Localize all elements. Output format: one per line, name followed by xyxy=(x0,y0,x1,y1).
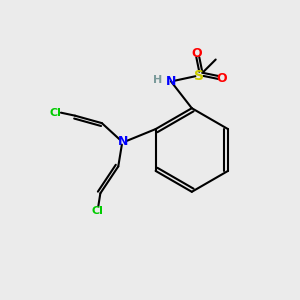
Text: N: N xyxy=(118,134,128,148)
Text: S: S xyxy=(194,69,204,83)
Text: O: O xyxy=(191,47,202,60)
Text: H: H xyxy=(153,75,162,85)
Text: O: O xyxy=(216,72,227,86)
Text: N: N xyxy=(166,75,176,88)
Text: Cl: Cl xyxy=(50,108,61,118)
Text: Cl: Cl xyxy=(92,206,103,216)
